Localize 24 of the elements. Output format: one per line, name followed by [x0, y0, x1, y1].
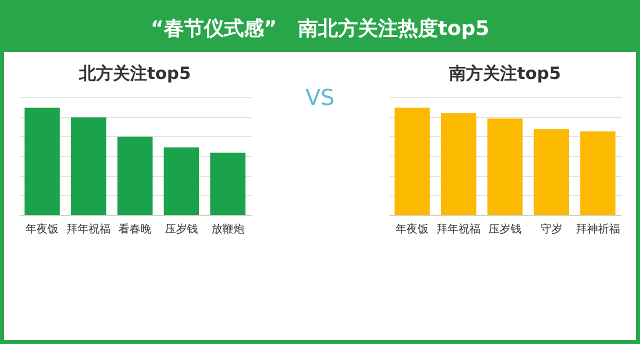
- x-tick-label: 年夜饭: [26, 222, 59, 236]
- bar: [580, 131, 616, 215]
- x-tick-label: 守岁: [540, 222, 562, 236]
- bar: [70, 117, 106, 215]
- x-tick-label: 年夜饭: [396, 222, 429, 236]
- bar: [210, 152, 246, 215]
- x-tick-label: 拜年祝福: [436, 222, 481, 236]
- bar: [394, 108, 430, 215]
- bar: [164, 147, 200, 215]
- text: “春节仪式感” 南北方关注热度top5: [4, 4, 636, 52]
- x-tick-label: 压岁钱: [164, 222, 198, 236]
- chart-title: 北方关注top5: [78, 64, 191, 84]
- bar: [117, 136, 153, 215]
- x-tick-label: 放鞭炮: [211, 222, 244, 236]
- bar: [534, 129, 570, 215]
- text: VS: [305, 86, 334, 111]
- x-tick-label: 拜年祝福: [66, 222, 111, 236]
- chart-title: 南方关注top5: [448, 64, 561, 84]
- bar: [24, 108, 60, 215]
- x-tick-label: 拜神祈福: [576, 222, 620, 236]
- x-tick-label: 压岁钱: [488, 222, 522, 236]
- bar: [440, 113, 476, 215]
- bar: [487, 118, 523, 215]
- x-tick-label: 看春晚: [118, 222, 152, 236]
